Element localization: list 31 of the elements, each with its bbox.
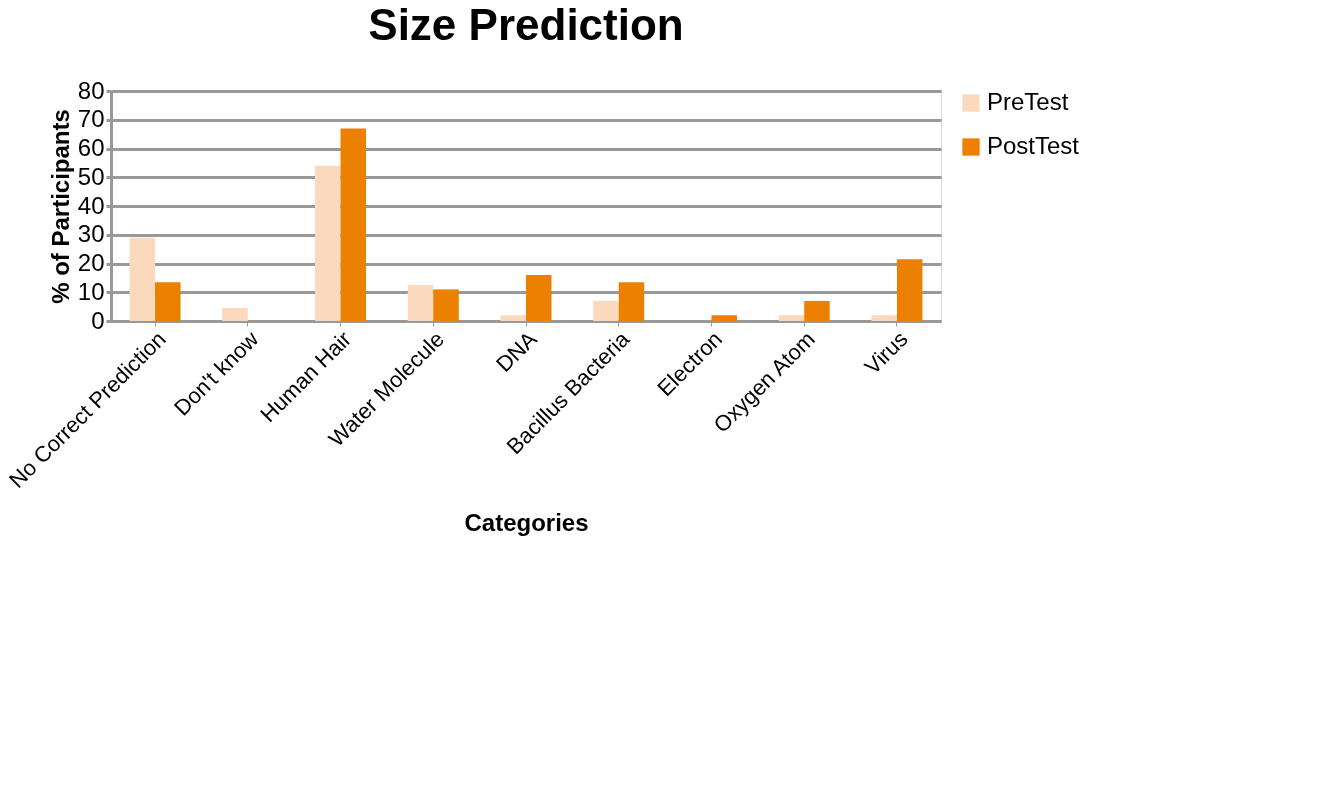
x-tick-label: Virus xyxy=(859,326,913,380)
bar xyxy=(129,237,156,321)
legend-label: PreTest xyxy=(987,88,1069,115)
y-tick-label: 50 xyxy=(77,162,105,190)
bar xyxy=(340,128,367,321)
bar xyxy=(804,300,830,321)
bar xyxy=(618,282,645,321)
bar xyxy=(871,315,897,321)
y-tick-label: 10 xyxy=(77,277,105,305)
y-tick-label: 80 xyxy=(77,76,105,104)
bar xyxy=(155,282,181,321)
chart-title: Size Prediction xyxy=(368,0,684,49)
y-axis-title: % of Participants xyxy=(46,109,74,304)
x-axis-title: Categories xyxy=(464,509,589,537)
bar xyxy=(433,289,459,321)
y-tick-label: 60 xyxy=(77,134,105,161)
bar xyxy=(896,259,923,321)
y-tick-label: 20 xyxy=(77,249,105,276)
bar xyxy=(407,285,434,321)
bar xyxy=(315,165,341,321)
bar xyxy=(711,315,737,321)
bar xyxy=(222,308,248,321)
bar xyxy=(778,315,805,321)
y-tick-label: 40 xyxy=(77,191,105,219)
y-tick-label: 30 xyxy=(77,220,105,248)
bar xyxy=(526,275,552,321)
y-tick-label: 0 xyxy=(91,306,105,334)
bar xyxy=(500,315,526,321)
legend-label: PostTest xyxy=(987,132,1080,159)
y-tick-label: 70 xyxy=(77,105,105,133)
bar xyxy=(593,300,619,321)
